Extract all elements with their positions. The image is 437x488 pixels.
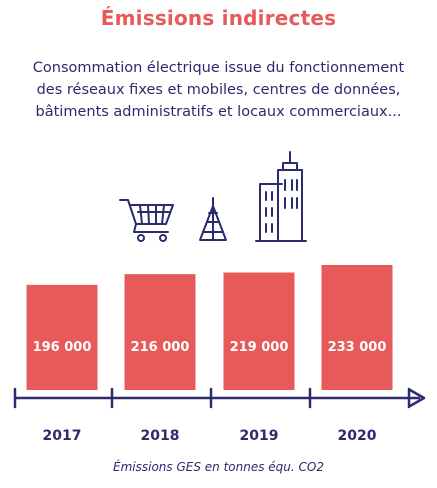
x-tick-label: 2017 bbox=[43, 428, 82, 444]
bars-group: 196 000 216 000 219 000 233 000 bbox=[26, 265, 393, 390]
bar-2019 bbox=[223, 272, 295, 390]
x-tick-label: 2020 bbox=[338, 428, 377, 444]
subtitle-line: bâtiments administratifs et locaux comme… bbox=[35, 104, 402, 120]
x-axis bbox=[13, 387, 426, 409]
shopping-cart-icon bbox=[119, 199, 174, 242]
chart-subtitle: Consommation électrique issue du fonctio… bbox=[10, 57, 427, 123]
x-tick-label: 2018 bbox=[141, 428, 180, 444]
subtitle-line: Consommation électrique issue du fonctio… bbox=[32, 60, 405, 76]
x-axis-arrow bbox=[408, 388, 426, 408]
chart-title: Émissions indirectes bbox=[100, 6, 337, 30]
bar-2017 bbox=[26, 284, 98, 390]
bar-2020 bbox=[321, 265, 393, 390]
bar-value-label: 219 000 bbox=[230, 340, 289, 355]
office-buildings-icon bbox=[255, 151, 307, 242]
bar-value-label: 196 000 bbox=[33, 340, 92, 355]
x-tick-labels: 2017 2018 2019 2020 bbox=[43, 428, 377, 444]
bar-2018 bbox=[124, 274, 196, 390]
antenna-tower-icon bbox=[199, 197, 227, 241]
bar-value-label: 216 000 bbox=[131, 340, 190, 355]
x-tick-label: 2019 bbox=[240, 428, 279, 444]
bar-value-label: 233 000 bbox=[328, 340, 387, 355]
subtitle-line: des réseaux fixes et mobiles, centres de… bbox=[36, 82, 401, 98]
chart-caption: Émissions GES en tonnes équ. CO2 bbox=[113, 460, 324, 474]
